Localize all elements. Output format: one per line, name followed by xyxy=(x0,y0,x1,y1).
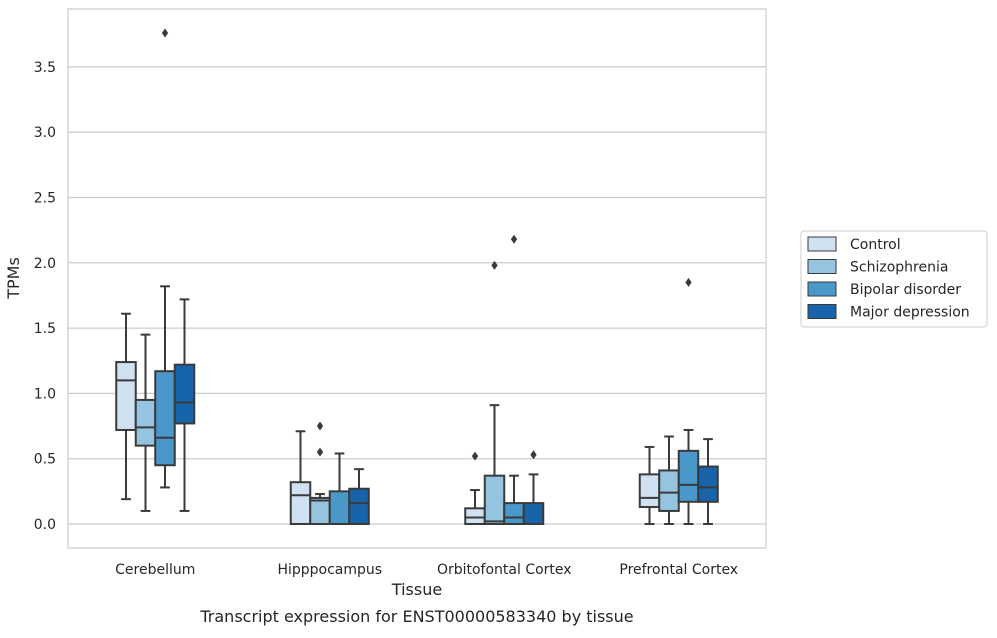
y-axis-label: TPMs xyxy=(4,257,23,300)
legend-swatch xyxy=(807,259,837,274)
x-axis-label: Tissue xyxy=(391,580,442,599)
legend-label: Control xyxy=(850,237,901,253)
box-group xyxy=(348,468,370,526)
box-iqr xyxy=(328,490,351,526)
box-group xyxy=(309,421,331,526)
outlier-point xyxy=(491,260,498,270)
chart-caption: Transcript expression for ENST0000058334… xyxy=(199,607,633,626)
plot-frame xyxy=(67,8,767,549)
box-iqr xyxy=(697,465,719,503)
box-iqr xyxy=(658,469,680,512)
outlier-point xyxy=(530,450,537,460)
outlier-point xyxy=(685,277,692,287)
box-group xyxy=(503,234,525,526)
legend: Control Schizophrenia Bipolar disorder Majo… xyxy=(800,230,988,328)
box-iqr xyxy=(483,474,506,526)
box-iqr xyxy=(115,361,137,431)
legend-label: Schizophrenia xyxy=(850,260,948,276)
box-group xyxy=(697,438,719,525)
box-iqr xyxy=(173,363,196,425)
box-iqr xyxy=(309,496,331,526)
legend-label: Bipolar disorder xyxy=(850,282,961,298)
x-tick-label: Cerebellum xyxy=(115,562,195,578)
y-tick-labels: 0.0 0.5 1.0 1.5 2.0 2.5 3.0 3.5 xyxy=(34,60,56,533)
box-group xyxy=(115,312,137,501)
box-iqr xyxy=(134,398,157,447)
box-series-group xyxy=(115,28,719,526)
box-group xyxy=(638,445,661,525)
box-iqr xyxy=(464,507,486,526)
box-group xyxy=(328,452,351,526)
y-tick-label: 1.5 xyxy=(34,321,56,337)
box-group xyxy=(154,28,176,489)
y-tick-label: 2.0 xyxy=(34,256,56,272)
x-tick-label: Hipppocampus xyxy=(277,562,382,578)
x-tick-labels: Cerebellum Hipppocampus Orbitofontal Corte… xyxy=(115,562,738,578)
box-iqr xyxy=(522,502,545,526)
x-tick-label: Orbitofontal Cortex xyxy=(437,562,572,578)
x-tick-label: Prefrontal Cortex xyxy=(619,562,738,578)
box-iqr xyxy=(503,502,525,526)
box-group xyxy=(483,260,506,526)
box-iqr xyxy=(348,487,370,526)
legend-label: Major depression xyxy=(850,305,970,321)
y-tick-label: 3.0 xyxy=(34,125,56,141)
legend-swatch xyxy=(807,281,837,297)
y-tick-label: 0.0 xyxy=(34,517,56,533)
y-tick-label: 0.5 xyxy=(34,452,56,468)
outlier-point xyxy=(316,421,324,431)
outlier-point xyxy=(510,234,518,244)
legend-frame xyxy=(800,230,988,328)
outlier-point xyxy=(316,447,324,457)
y-tick-label: 2.5 xyxy=(34,191,56,207)
box-iqr xyxy=(677,449,700,503)
box-group xyxy=(464,451,486,526)
y-tick-label: 1.0 xyxy=(34,386,56,402)
box-iqr xyxy=(154,370,176,467)
y-tick-label: 3.5 xyxy=(34,60,56,76)
box-group xyxy=(173,298,196,512)
outlier-point xyxy=(161,28,169,38)
box-group xyxy=(658,435,680,525)
legend-swatch xyxy=(807,236,837,252)
box-iqr xyxy=(638,473,661,509)
legend-swatch xyxy=(807,304,837,319)
box-iqr xyxy=(289,481,312,526)
outlier-point xyxy=(471,451,479,461)
box-group xyxy=(522,450,545,526)
